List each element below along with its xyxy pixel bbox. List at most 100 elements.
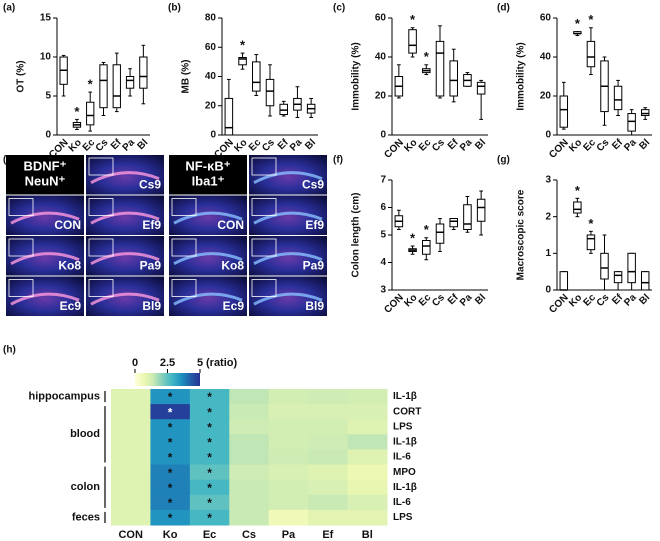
y-tick-label: 7 — [380, 175, 386, 186]
heatmap-cell — [111, 389, 151, 405]
significance-mark: * — [168, 405, 173, 419]
tissue-band — [253, 292, 323, 306]
row-label: LPS — [393, 512, 413, 523]
heatmap-cell — [308, 494, 349, 511]
x-tick-label: Cs — [430, 137, 447, 154]
row-label: MPO — [393, 467, 416, 478]
x-tick-label: Bl — [637, 292, 652, 307]
heatmap-cell — [189, 434, 230, 450]
inset — [251, 279, 277, 297]
image-label: Ko8 — [221, 259, 244, 273]
significance-mark: * — [207, 420, 212, 434]
y-tick-label: 0 — [45, 130, 51, 141]
heatmap-cell — [268, 479, 309, 496]
x-tick-label: Pa — [622, 137, 639, 154]
significance-mark: * — [588, 216, 594, 231]
heatmap-cell — [229, 509, 270, 526]
heatmap-cell — [111, 479, 151, 496]
tissue-band — [173, 292, 243, 306]
column-label: Cs — [242, 529, 256, 541]
image-label: Cs9 — [139, 178, 161, 192]
box — [613, 85, 623, 111]
heatmap-cell — [229, 464, 270, 481]
box — [600, 252, 609, 280]
y-tick-label: 4 — [380, 257, 386, 268]
row-label: CORT — [393, 406, 421, 417]
x-tick-label: Cs — [260, 137, 277, 154]
y-tick-label: 60 — [540, 13, 552, 24]
row-label: LPS — [393, 421, 413, 432]
heatmap-cell — [150, 404, 191, 420]
image-label: Ef9 — [142, 218, 161, 232]
heatmap-cell — [150, 389, 191, 405]
heatmap-cell — [150, 434, 191, 450]
panel-label: (b) — [168, 3, 181, 14]
box — [238, 56, 247, 66]
significance-mark: * — [575, 183, 581, 198]
heatmap-cell — [150, 419, 191, 435]
significance-mark: * — [207, 496, 212, 510]
tissue-band — [90, 292, 160, 306]
heatmap-cell — [347, 449, 388, 466]
inset — [8, 279, 34, 297]
box — [139, 56, 148, 89]
box — [125, 76, 135, 89]
significance-mark: * — [207, 481, 212, 495]
tissue-band — [10, 292, 80, 306]
x-tick-label: CON — [382, 137, 406, 161]
box — [476, 198, 486, 222]
heatmap-cell — [347, 404, 388, 420]
box — [476, 81, 486, 95]
heatmap-cell — [268, 404, 309, 420]
box — [613, 271, 623, 284]
inset — [88, 157, 114, 176]
y-tick-label: 40 — [540, 52, 552, 63]
title-box — [169, 155, 247, 195]
heatmap-cell — [189, 404, 230, 420]
image-label: Bl9 — [305, 299, 324, 313]
image-title: NF-κB⁺ — [185, 158, 230, 173]
y-tick-label: 20 — [540, 91, 552, 102]
heatmap-cell — [111, 404, 151, 420]
x-tick-label: Cs — [595, 292, 612, 309]
colorbar-tick-label: 2.5 — [160, 357, 175, 369]
heatmap-cell — [111, 464, 151, 481]
colorbar-tick-label: 5 — [197, 357, 203, 369]
tissue-band — [90, 211, 160, 225]
tissue-band — [253, 211, 323, 225]
column-label: Ko — [163, 529, 178, 541]
tissue-band — [253, 252, 323, 265]
x-tick-label: CON — [547, 137, 571, 161]
significance-mark: * — [168, 436, 173, 450]
y-tick-label: 0 — [210, 130, 216, 141]
significance-mark: * — [424, 222, 430, 237]
colorbar — [135, 373, 200, 386]
image-title: NeuN⁺ — [25, 173, 66, 188]
y-tick-label: 20 — [375, 91, 387, 102]
image-label: Cs9 — [302, 178, 324, 192]
heatmap-cell — [308, 389, 349, 405]
significance-mark: * — [168, 511, 173, 525]
heatmap-cell — [308, 509, 349, 526]
inset — [8, 238, 34, 257]
tissue-band — [10, 211, 80, 225]
image-label: Ec9 — [223, 299, 245, 313]
heatmap-cell — [268, 419, 309, 435]
colorbar-unit: (ratio) — [206, 357, 238, 369]
y-tick-label: 40 — [205, 71, 217, 82]
box — [627, 113, 636, 132]
inset — [171, 198, 197, 216]
panel-label: (a) — [3, 3, 15, 14]
heatmap-cell — [268, 389, 309, 405]
image-label: CON — [217, 218, 244, 232]
significance-mark: * — [168, 390, 173, 404]
heatmap-cell — [150, 464, 191, 481]
colorbar-tick-label: 0 — [132, 357, 138, 369]
significance-mark: * — [168, 496, 173, 510]
heatmap-cell — [150, 494, 191, 511]
heatmap-cell — [189, 464, 230, 481]
inset — [251, 157, 277, 176]
x-tick-label: Cs — [430, 292, 447, 309]
x-tick-label: CON — [382, 292, 406, 316]
